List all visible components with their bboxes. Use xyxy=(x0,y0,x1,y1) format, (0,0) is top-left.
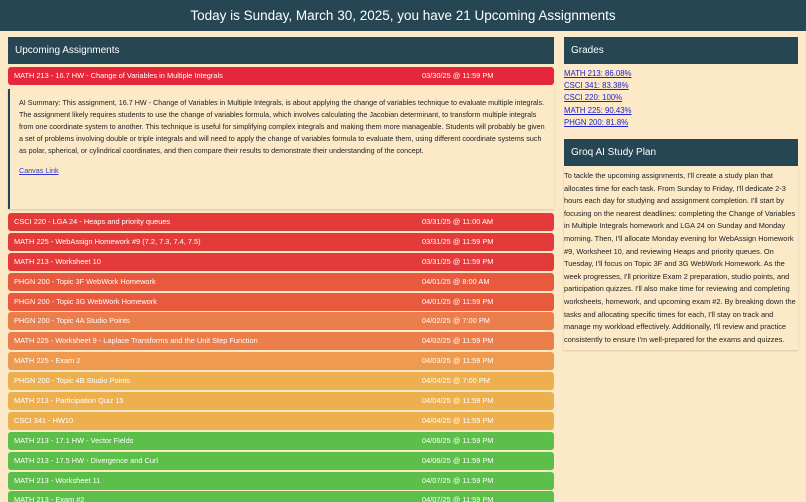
ai-summary-text: AI Summary: This assignment, 16.7 HW - C… xyxy=(19,98,545,155)
assignment-name: MATH 225 - Exam 2 xyxy=(14,356,81,366)
assignment-row[interactable]: MATH 225 - Exam 2 04/03/25 @ 11:59 PM xyxy=(8,352,554,371)
assignment-row[interactable]: MATH 213 - Worksheet 11 04/07/25 @ 11:59 … xyxy=(8,471,554,490)
grade-link[interactable]: CSCI 341: 83.38% xyxy=(564,81,629,91)
page-header: Today is Sunday, March 30, 2025, you hav… xyxy=(0,0,806,31)
study-plan-header: Groq AI Study Plan xyxy=(564,139,798,167)
assignment-name: PHGN 200 - Topic 4A Studio Points xyxy=(14,316,130,326)
assignment-due: 04/07/25 @ 11:59 PM xyxy=(422,495,494,502)
assignment-name: MATH 213 - Exam #2 xyxy=(14,495,85,502)
assignment-name: CSCI 341 - HW10 xyxy=(14,415,74,425)
assignment-due: 03/30/25 @ 11:59 PM xyxy=(422,71,494,80)
assignment-due: 04/03/25 @ 11:59 PM xyxy=(422,356,494,366)
grade-link[interactable]: MATH 225: 90.43% xyxy=(564,105,632,115)
grades-list: MATH 213: 86.08% CSCI 341: 83.38% CSCI 220… xyxy=(564,64,798,134)
assignment-due: 04/04/25 @ 11:59 PM xyxy=(422,415,494,425)
upcoming-header: Upcoming Assignments xyxy=(8,37,554,64)
assignment-due: 03/31/25 @ 11:59 PM xyxy=(422,236,494,246)
assignment-name: MATH 213 - Worksheet 11 xyxy=(14,475,101,485)
upcoming-panel: Upcoming Assignments MATH 213 - 16.7 HW … xyxy=(8,37,554,502)
assignment-row[interactable]: PHGN 200 - Topic 4A Studio Points 04/02/2… xyxy=(8,312,554,331)
assignment-due: 04/07/25 @ 11:59 PM xyxy=(422,475,494,485)
assignment-name: MATH 213 - Worksheet 10 xyxy=(14,256,101,266)
grades-header: Grades xyxy=(564,37,798,64)
assignment-due: 04/06/25 @ 11:59 PM xyxy=(422,455,494,465)
assignment-due: 03/31/25 @ 11:00 AM xyxy=(422,217,494,226)
assignment-row[interactable]: MATH 225 - WebAssign Homework #9 (7.2, 7… xyxy=(8,232,554,251)
assignment-row[interactable]: MATH 213 - 17.1 HW - Vector Fields 04/06/… xyxy=(8,431,554,450)
assignment-name: PHGN 200 - Topic 4B Studio Points xyxy=(14,376,131,386)
assignment-name: MATH 225 - WebAssign Homework #9 (7.2, 7… xyxy=(14,236,201,246)
assignment-row[interactable]: MATH 213 - 17.5 HW - Divergence and Curl… xyxy=(8,451,554,470)
assignment-row[interactable]: PHGN 200 - Topic 4B Studio Points 04/04/2… xyxy=(8,372,554,391)
assignment-due: 04/04/25 @ 7:00 PM xyxy=(422,376,490,386)
assignment-name: MATH 213 - Participation Quiz 15 xyxy=(14,396,124,406)
assignment-row[interactable]: MATH 225 - Worksheet 9 - Laplace Transfo… xyxy=(8,332,554,351)
assignment-row[interactable]: MATH 213 - Participation Quiz 15 04/04/25… xyxy=(8,392,554,411)
assignment-due: 03/31/25 @ 11:59 PM xyxy=(422,256,494,266)
assignment-name: CSCI 220 - LGA 24 - Heaps and priority q… xyxy=(14,217,171,226)
assignment-name: MATH 213 - 16.7 HW - Change of Variables… xyxy=(14,71,223,80)
assignment-row[interactable]: PHGN 200 - Topic 3F WebWork Homework 04/0… xyxy=(8,272,554,291)
assignment-due: 04/02/25 @ 7:00 PM xyxy=(422,316,490,326)
assignment-name: PHGN 200 - Topic 3G WebWork Homework xyxy=(14,296,157,306)
sidebar: Grades MATH 213: 86.08% CSCI 341: 83.38% C… xyxy=(564,37,798,350)
ai-summary: AI Summary: This assignment, 16.7 HW - C… xyxy=(8,89,554,209)
assignment-due: 04/06/25 @ 11:59 PM xyxy=(422,435,494,445)
assignment-due: 04/01/25 @ 11:59 PM xyxy=(422,296,494,306)
assignment-name: MATH 225 - Worksheet 9 - Laplace Transfo… xyxy=(14,336,258,346)
assignment-name: PHGN 200 - Topic 3F WebWork Homework xyxy=(14,276,156,286)
assignment-row[interactable]: MATH 213 - Worksheet 10 03/31/25 @ 11:59 … xyxy=(8,252,554,271)
assignment-name: MATH 213 - 17.5 HW - Divergence and Curl xyxy=(14,455,159,465)
assignment-list: MATH 213 - 16.7 HW - Change of Variables… xyxy=(8,67,554,502)
assignment-name: MATH 213 - 17.1 HW - Vector Fields xyxy=(14,435,134,445)
study-plan-text: To tackle the upcoming assignments, I'll… xyxy=(564,166,798,350)
assignment-due: 04/04/25 @ 11:59 PM xyxy=(422,396,494,406)
assignment-row[interactable]: CSCI 220 - LGA 24 - Heaps and priority q… xyxy=(8,213,554,231)
grade-link[interactable]: CSCI 220: 100% xyxy=(564,93,623,103)
grade-link[interactable]: MATH 213: 86.08% xyxy=(564,69,632,78)
grade-link[interactable]: PHGN 200: 81.8% xyxy=(564,117,629,127)
assignment-row[interactable]: PHGN 200 - Topic 3G WebWork Homework 04/0… xyxy=(8,292,554,311)
assignment-row-expanded[interactable]: MATH 213 - 16.7 HW - Change of Variables… xyxy=(8,67,554,85)
assignment-row[interactable]: CSCI 341 - HW10 04/04/25 @ 11:59 PM xyxy=(8,411,554,430)
page-title: Today is Sunday, March 30, 2025, you hav… xyxy=(190,8,616,23)
canvas-link[interactable]: Canvas Link xyxy=(19,166,59,175)
assignment-due: 04/02/25 @ 11:59 PM xyxy=(422,336,494,346)
assignment-row[interactable]: MATH 213 - Exam #2 04/07/25 @ 11:59 PM xyxy=(8,491,554,502)
assignment-due: 04/01/25 @ 8:00 AM xyxy=(422,276,490,286)
